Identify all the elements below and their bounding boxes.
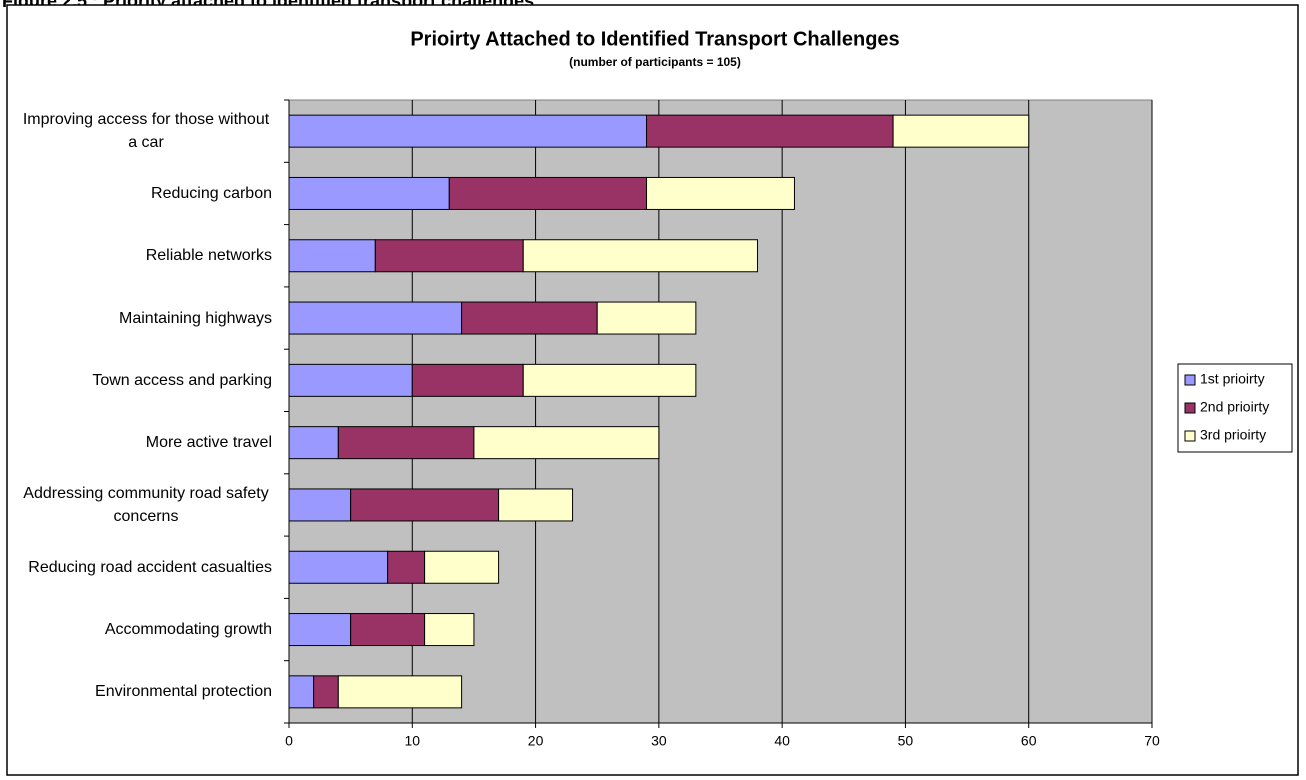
bar <box>522 363 697 397</box>
y-tick-label: Environmental protection <box>20 662 272 722</box>
y-tick-label: Reliable networks <box>20 226 272 286</box>
bar <box>337 675 463 709</box>
x-tick-label: 60 <box>1021 733 1037 749</box>
bar <box>424 550 500 584</box>
chart-title: Prioirty Attached to Identified Transpor… <box>410 28 899 50</box>
bar <box>288 550 389 584</box>
y-tick-label: Accommodating growth <box>20 600 272 660</box>
category-text: Addressing community road safety concern… <box>23 484 269 525</box>
x-tick-label: 10 <box>404 733 420 749</box>
y-tick-label: Reducing carbon <box>20 163 272 223</box>
legend-label: 1st prioirty <box>1200 371 1265 387</box>
bar <box>646 114 894 148</box>
bar <box>473 426 660 460</box>
x-tick-label: 40 <box>774 733 790 749</box>
legend-swatch <box>1184 374 1196 386</box>
legend-label: 2nd prioirty <box>1200 399 1269 415</box>
x-tick-label: 70 <box>1144 733 1160 749</box>
x-tick-label: 20 <box>528 733 544 749</box>
bar <box>892 114 1030 148</box>
bar <box>288 114 648 148</box>
legend-label: 3rd prioirty <box>1200 427 1266 443</box>
category-text: Reducing carbon <box>151 184 272 202</box>
bar <box>288 613 352 647</box>
x-tick-label: 30 <box>651 733 667 749</box>
category-text: Accommodating growth <box>104 621 272 639</box>
bar <box>596 301 697 335</box>
bar <box>288 363 413 397</box>
y-tick-label: More active travel <box>20 413 272 473</box>
bar <box>461 301 598 335</box>
bar <box>288 675 315 709</box>
category-text: Improving access for those without a car <box>22 111 270 152</box>
category-text: Reducing road accident casualties <box>28 558 272 576</box>
bar <box>646 176 795 210</box>
category-text: More active travel <box>145 434 272 452</box>
bar <box>522 239 758 273</box>
bar <box>350 613 426 647</box>
y-tick-label: Addressing community road safety concern… <box>20 475 272 535</box>
category-text: Town access and parking <box>92 371 272 389</box>
bar <box>313 675 339 709</box>
bar <box>387 550 426 584</box>
bar <box>337 426 475 460</box>
bar <box>374 239 524 273</box>
legend-box <box>1177 363 1293 453</box>
legend-swatch <box>1184 430 1196 442</box>
y-tick-label: Improving access for those without a car <box>20 101 272 161</box>
bar <box>288 488 352 522</box>
bar <box>498 488 574 522</box>
bar <box>288 176 450 210</box>
y-tick-label: Reducing road accident casualties <box>20 537 272 597</box>
bar <box>350 488 500 522</box>
category-text: Maintaining highways <box>119 309 272 327</box>
category-text: Reliable networks <box>145 247 272 265</box>
chart-subtitle: (number of participants = 105) <box>569 55 741 69</box>
category-text: Environmental protection <box>95 683 272 701</box>
y-tick-label: Town access and parking <box>20 350 272 410</box>
bar <box>411 363 524 397</box>
legend-swatch <box>1184 402 1196 414</box>
bar <box>288 301 463 335</box>
x-tick-label: 0 <box>285 733 293 749</box>
bar <box>448 176 648 210</box>
x-tick-label: 50 <box>898 733 914 749</box>
bar <box>288 426 339 460</box>
y-tick-label: Maintaining highways <box>20 288 272 348</box>
bar <box>424 613 475 647</box>
bar <box>288 239 376 273</box>
